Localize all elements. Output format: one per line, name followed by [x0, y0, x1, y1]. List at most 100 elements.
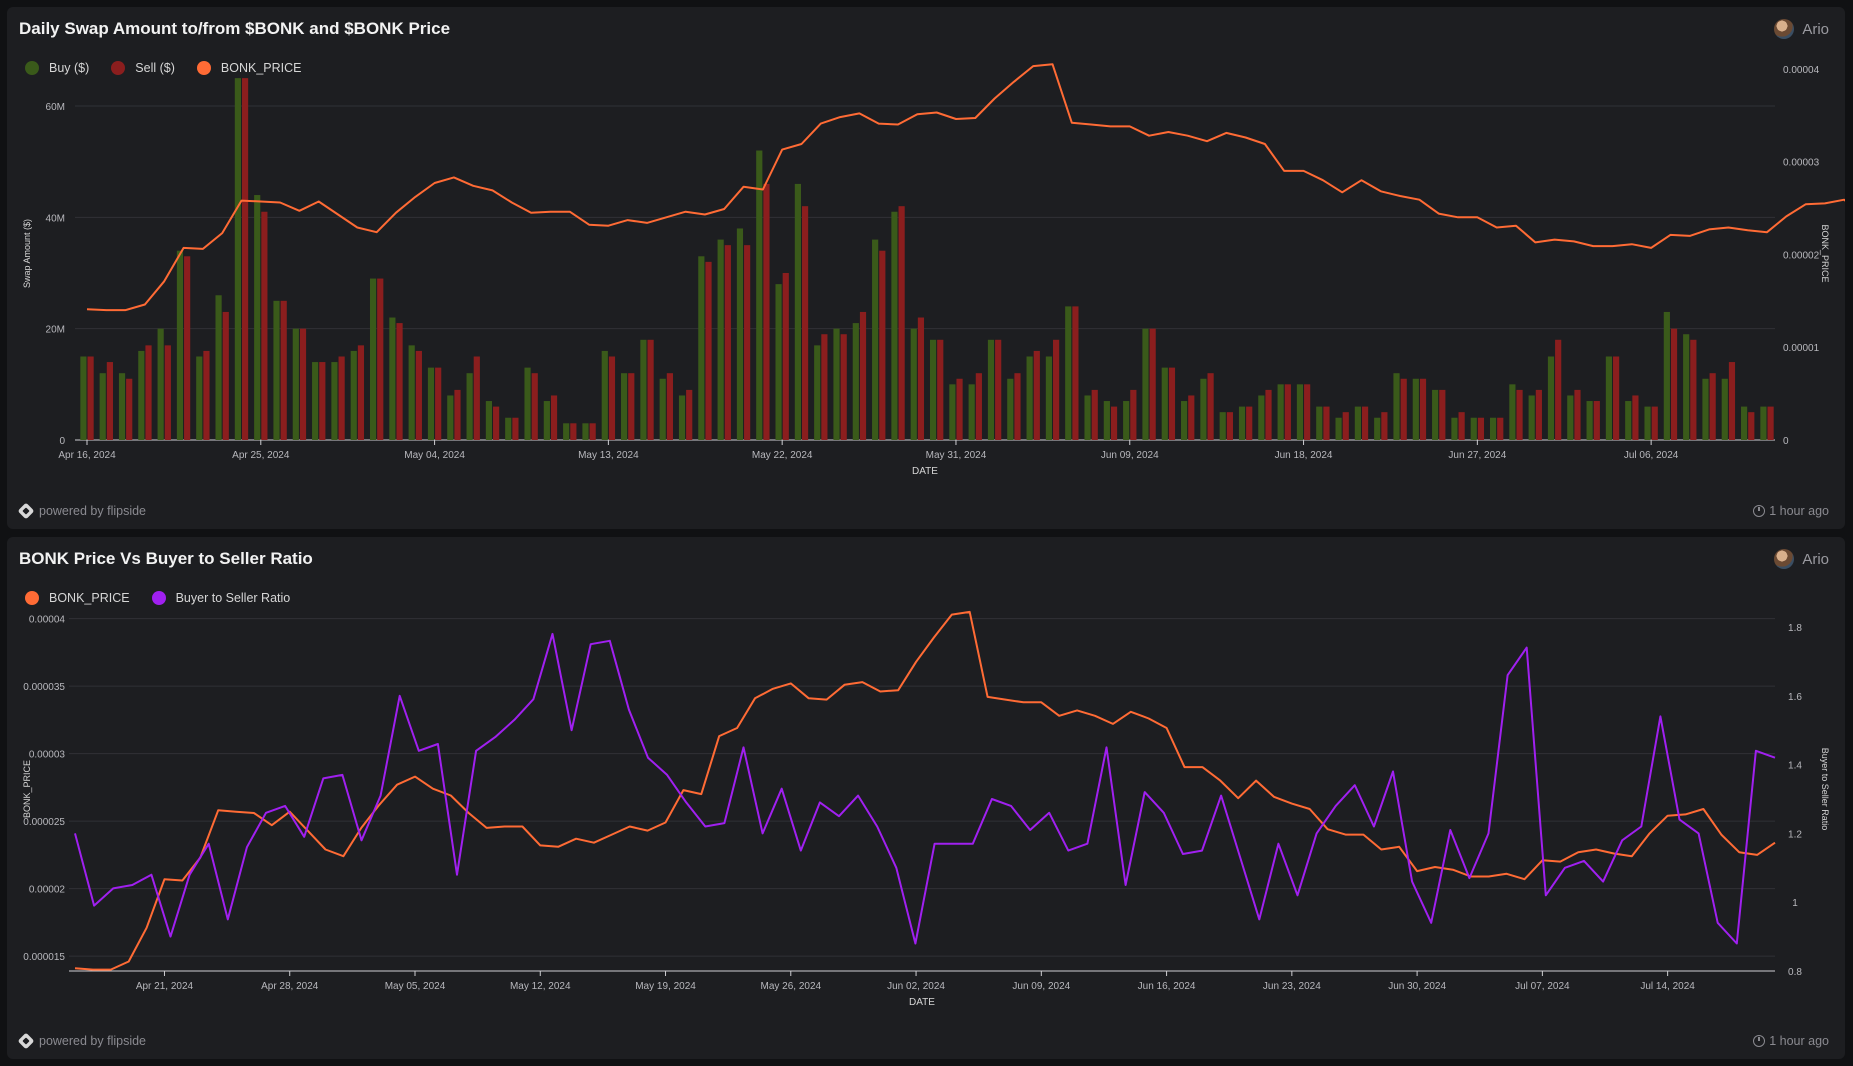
x-tick-label: May 31, 2024 [926, 450, 987, 461]
bar-sell [1014, 373, 1021, 440]
bar-buy [234, 78, 241, 440]
powered-by-footer[interactable]: powered by flipside [17, 1032, 147, 1050]
x-tick-label: Jul 07, 2024 [1515, 981, 1570, 992]
bar-buy [1219, 412, 1226, 440]
bar-buy [910, 328, 917, 440]
bar-sell [1651, 406, 1658, 440]
bar-sell [299, 328, 307, 440]
bar-sell [164, 345, 171, 440]
bar-sell [512, 417, 519, 440]
series-line-buyer-seller-ratio [74, 632, 1776, 945]
bar-buy [1721, 378, 1728, 440]
updated-text: 1 hour ago [1769, 504, 1829, 518]
bar-buy [1528, 395, 1535, 440]
y-tick-label: 0.00002 [29, 885, 66, 896]
y2-tick-label: 1.4 [1788, 761, 1802, 772]
bar-sell [473, 356, 480, 440]
bar-buy [1644, 406, 1651, 440]
bar-buy [157, 328, 164, 440]
legend-item-bonk-price[interactable]: BONK_PRICE [196, 61, 302, 75]
bar-sell [184, 256, 191, 440]
bar-buy [678, 395, 686, 440]
bar-sell [1748, 412, 1755, 440]
avatar [1774, 549, 1795, 569]
bar-sell [1709, 373, 1716, 440]
bar-sell [705, 261, 712, 440]
x-tick-label: Jun 23, 2024 [1263, 981, 1321, 992]
bar-buy [1489, 417, 1497, 440]
panel-title: Daily Swap Amount to/from $BONK and $BON… [19, 19, 451, 38]
bar-sell [1130, 389, 1137, 440]
bar-sell [763, 183, 770, 440]
bar-sell [1613, 356, 1620, 440]
bar-buy [408, 345, 415, 440]
bar-buy [215, 295, 222, 440]
legend-label: BONK_PRICE [220, 61, 302, 75]
bar-sell [435, 367, 442, 440]
x-tick-label: Jun 09, 2024 [1101, 450, 1159, 461]
bar-sell [1149, 328, 1156, 440]
x-tick-label: May 04, 2024 [404, 450, 465, 461]
legend: BONK_PRICE Buyer to Seller Ratio [25, 591, 290, 605]
y-tick-label: 40M [46, 213, 65, 224]
bar-buy [1296, 384, 1304, 440]
bar-sell [840, 334, 847, 440]
bar-buy [524, 367, 531, 440]
bar-sell [1400, 378, 1407, 440]
bar-sell [531, 373, 538, 440]
bar-sell [1458, 412, 1465, 440]
bar-buy [717, 239, 724, 440]
y2-tick-label: 0 [1783, 436, 1789, 447]
bar-buy [138, 350, 145, 440]
bar-buy [1045, 356, 1053, 440]
bar-buy [176, 250, 184, 440]
bar-buy [99, 373, 106, 440]
bar-sell [1728, 362, 1736, 440]
bar-buy [814, 345, 821, 440]
bar-buy [891, 211, 898, 440]
updated-time: 1 hour ago [1753, 1034, 1829, 1048]
x-tick-label: Jul 06, 2024 [1624, 450, 1679, 461]
flipside-logo-icon [17, 1032, 35, 1050]
y-tick-label: 0 [59, 436, 65, 447]
bar-sell [782, 272, 789, 440]
x-tick-label: May 13, 2024 [578, 450, 639, 461]
legend-item-sell[interactable]: Sell ($) [111, 61, 175, 75]
bar-buy [1470, 417, 1477, 440]
bar-buy [273, 300, 280, 440]
y-tick-label: 60M [46, 102, 65, 113]
bar-buy [331, 362, 338, 440]
bar-buy [1741, 406, 1748, 440]
bar-sell [1246, 406, 1253, 440]
bar-sell [222, 311, 229, 440]
bar-sell [1439, 389, 1446, 440]
legend-item-buy[interactable]: Buy ($) [25, 61, 89, 75]
x-axis-title: DATE [912, 466, 938, 477]
x-tick-label: Apr 16, 2024 [58, 450, 116, 461]
legend-dot-price [196, 61, 211, 75]
bar-sell [801, 206, 809, 440]
bar-buy [196, 356, 203, 440]
bar-buy [872, 239, 879, 440]
powered-by-text: powered by flipside [39, 1034, 147, 1048]
bar-buy [1142, 328, 1149, 440]
bar-sell [1033, 350, 1040, 440]
x-tick-label: Jul 14, 2024 [1640, 981, 1695, 992]
x-tick-label: Jun 30, 2024 [1388, 981, 1446, 992]
powered-by-footer[interactable]: powered by flipside [17, 502, 146, 520]
bar-sell [319, 362, 326, 440]
author-badge[interactable]: Ario [1774, 549, 1829, 569]
legend-item-ratio[interactable]: Buyer to Seller Ratio [151, 591, 290, 605]
legend-label: Sell ($) [135, 61, 175, 75]
legend-label: Buy ($) [49, 61, 90, 75]
author-name: Ario [1802, 550, 1829, 568]
y2-tick-label: 0.00002 [1783, 250, 1820, 261]
author-badge[interactable]: Ario [1774, 19, 1829, 39]
bar-buy [929, 339, 937, 440]
legend-item-bonk-price[interactable]: BONK_PRICE [25, 591, 130, 605]
y2-tick-label: 1.8 [1788, 623, 1802, 634]
y-tick-label: 0.000015 [23, 952, 65, 963]
updated-text: 1 hour ago [1769, 1034, 1829, 1048]
bar-sell [1574, 389, 1581, 440]
bar-sell [1284, 384, 1291, 440]
